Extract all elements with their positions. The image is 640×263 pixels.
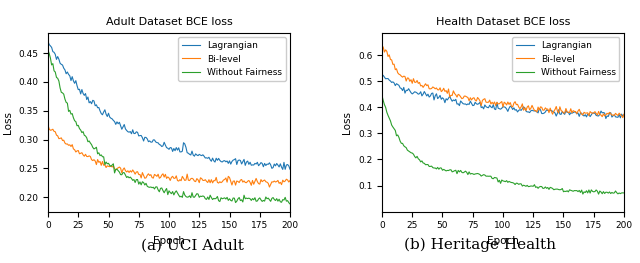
Without Fairness [175, 194, 182, 197]
Line: Lagrangian: Lagrangian [48, 42, 290, 169]
Without Fairness [480, 173, 488, 176]
Bi-level [132, 170, 140, 174]
Without Fairness [146, 186, 154, 189]
Lagrangian [602, 117, 610, 120]
Lagrangian [509, 108, 516, 111]
Lagrangian [378, 73, 386, 76]
Without Fairness [601, 192, 609, 195]
Bi-level [480, 98, 488, 101]
Without Fairness [380, 99, 387, 102]
Bi-level [600, 112, 607, 115]
Bi-level [400, 75, 408, 78]
Bi-level [266, 185, 273, 189]
Text: (a) UCI Adult: (a) UCI Adult [141, 239, 243, 252]
Y-axis label: Loss: Loss [3, 111, 13, 134]
Lagrangian [600, 111, 607, 114]
Bi-level [619, 116, 627, 119]
Legend: Lagrangian, Bi-level, Without Fairness: Lagrangian, Bi-level, Without Fairness [178, 37, 285, 81]
Without Fairness [620, 191, 628, 195]
Lagrangian [620, 113, 628, 117]
Without Fairness [378, 94, 386, 97]
Without Fairness [286, 202, 294, 205]
Bi-level [286, 179, 294, 182]
Without Fairness [509, 181, 516, 184]
Bi-level [45, 128, 53, 131]
Title: Adult Dataset BCE loss: Adult Dataset BCE loss [106, 17, 232, 27]
Bi-level [509, 105, 516, 108]
Text: (b) Heritage Health: (b) Heritage Health [404, 238, 556, 252]
Without Fairness [266, 198, 273, 201]
Lagrangian [467, 100, 474, 103]
Bi-level [146, 174, 154, 177]
Lagrangian [400, 86, 408, 89]
Y-axis label: Loss: Loss [342, 111, 353, 134]
Lagrangian [66, 74, 74, 77]
Line: Bi-level: Bi-level [382, 46, 624, 118]
X-axis label: Epoch: Epoch [153, 236, 185, 246]
Line: Bi-level: Bi-level [48, 125, 290, 187]
Without Fairness [595, 193, 602, 196]
Lagrangian [279, 168, 287, 171]
Bi-level [467, 96, 474, 99]
Without Fairness [45, 52, 53, 55]
X-axis label: Epoch: Epoch [487, 236, 519, 246]
Without Fairness [44, 49, 52, 52]
Bi-level [380, 45, 387, 49]
Bi-level [620, 113, 628, 116]
Without Fairness [132, 178, 140, 181]
Lagrangian [286, 168, 294, 171]
Line: Without Fairness: Without Fairness [382, 95, 624, 194]
Without Fairness [467, 173, 474, 176]
Line: Without Fairness: Without Fairness [48, 50, 290, 204]
Lagrangian [44, 40, 52, 43]
Lagrangian [480, 107, 488, 110]
Bi-level [175, 179, 182, 183]
Bi-level [66, 143, 74, 146]
Line: Lagrangian: Lagrangian [382, 75, 624, 119]
Lagrangian [45, 43, 53, 46]
Lagrangian [175, 146, 182, 149]
Lagrangian [132, 130, 140, 133]
Title: Health Dataset BCE loss: Health Dataset BCE loss [436, 17, 570, 27]
Without Fairness [66, 109, 74, 112]
Bi-level [267, 183, 275, 186]
Bi-level [44, 124, 52, 127]
Without Fairness [400, 144, 408, 147]
Lagrangian [146, 139, 154, 143]
Legend: Lagrangian, Bi-level, Without Fairness: Lagrangian, Bi-level, Without Fairness [512, 37, 620, 81]
Lagrangian [266, 161, 273, 164]
Bi-level [378, 44, 386, 48]
Lagrangian [380, 74, 387, 77]
